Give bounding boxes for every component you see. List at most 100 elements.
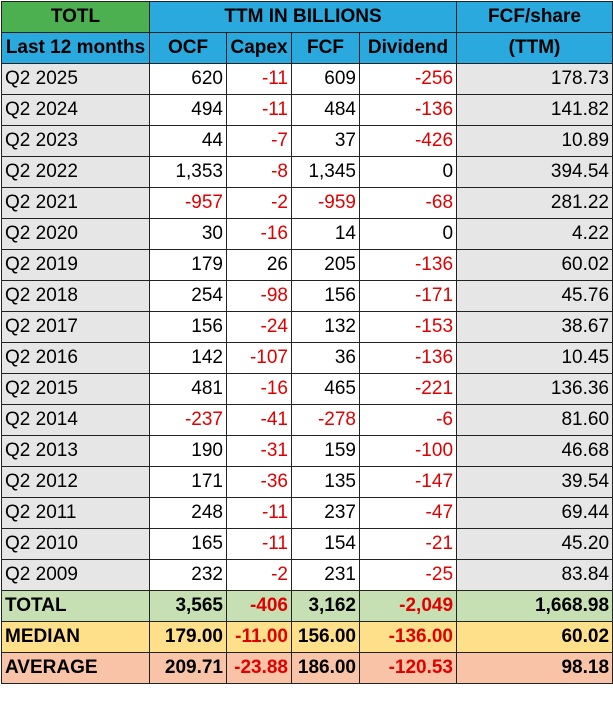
col-header-capex[interactable]: Capex bbox=[226, 32, 292, 64]
ocf-cell[interactable]: 165 bbox=[149, 528, 227, 560]
ocf-cell[interactable]: 156 bbox=[149, 311, 227, 343]
ocf-cell[interactable]: 481 bbox=[149, 373, 227, 405]
capex-cell[interactable]: -2 bbox=[226, 187, 292, 219]
capex-cell[interactable]: -11 bbox=[226, 528, 292, 560]
fcf-share-cell[interactable]: 46.68 bbox=[456, 435, 613, 467]
average-label-cell[interactable]: AVERAGE bbox=[1, 652, 150, 684]
col-header-fcf[interactable]: FCF bbox=[291, 32, 360, 64]
ocf-cell[interactable]: 179 bbox=[149, 249, 227, 281]
total-fcf-share-cell[interactable]: 1,668.98 bbox=[456, 590, 613, 622]
dividend-cell[interactable]: -256 bbox=[358, 63, 458, 95]
fcf-cell[interactable]: 156 bbox=[291, 280, 360, 312]
fcf-share-cell[interactable]: 178.73 bbox=[456, 63, 613, 95]
total-fcf-cell[interactable]: 3,162 bbox=[291, 590, 360, 622]
average-ocf-cell[interactable]: 209.71 bbox=[149, 652, 227, 684]
ocf-cell[interactable]: -237 bbox=[149, 404, 227, 436]
ocf-cell[interactable]: 44 bbox=[149, 125, 227, 157]
ocf-cell[interactable]: 190 bbox=[149, 435, 227, 467]
ocf-cell[interactable]: 171 bbox=[149, 466, 227, 498]
group-title-cell[interactable]: TTM IN BILLIONS bbox=[148, 1, 458, 33]
period-cell[interactable]: Q2 2023 bbox=[1, 125, 150, 157]
period-cell[interactable]: Q2 2015 bbox=[1, 373, 150, 405]
fcf-cell[interactable]: 484 bbox=[291, 94, 360, 126]
period-cell[interactable]: Q2 2019 bbox=[1, 249, 150, 281]
fcf-cell[interactable]: 237 bbox=[291, 497, 360, 529]
fcf-cell[interactable]: 154 bbox=[291, 528, 360, 560]
fcf-share-cell[interactable]: 83.84 bbox=[456, 559, 613, 591]
ocf-cell[interactable]: 620 bbox=[149, 63, 227, 95]
fcf-share-cell[interactable]: 394.54 bbox=[456, 156, 613, 188]
ocf-cell[interactable]: 254 bbox=[149, 280, 227, 312]
dividend-cell[interactable]: -171 bbox=[358, 280, 458, 312]
period-cell[interactable]: Q2 2025 bbox=[1, 63, 150, 95]
fcf-cell[interactable]: 231 bbox=[291, 559, 360, 591]
fcf-cell[interactable]: 159 bbox=[291, 435, 360, 467]
period-cell[interactable]: Q2 2009 bbox=[1, 559, 150, 591]
dividend-cell[interactable]: -25 bbox=[358, 559, 458, 591]
fcf-share-cell[interactable]: 45.20 bbox=[456, 528, 613, 560]
ocf-cell[interactable]: 248 bbox=[149, 497, 227, 529]
fcf-share-cell[interactable]: 4.22 bbox=[456, 218, 613, 250]
fcf-cell[interactable]: 205 bbox=[291, 249, 360, 281]
fcf-cell[interactable]: 1,345 bbox=[291, 156, 360, 188]
dividend-cell[interactable]: -47 bbox=[358, 497, 458, 529]
dividend-cell[interactable]: -21 bbox=[358, 528, 458, 560]
period-cell[interactable]: Q2 2024 bbox=[1, 94, 150, 126]
average-capex-cell[interactable]: -23.88 bbox=[226, 652, 292, 684]
capex-cell[interactable]: -107 bbox=[226, 342, 292, 374]
col-header-dividend[interactable]: Dividend bbox=[358, 32, 458, 64]
ocf-cell[interactable]: 30 bbox=[149, 218, 227, 250]
period-cell[interactable]: Q2 2010 bbox=[1, 528, 150, 560]
fcf-share-cell[interactable]: 69.44 bbox=[456, 497, 613, 529]
period-cell[interactable]: Q2 2013 bbox=[1, 435, 150, 467]
dividend-cell[interactable]: -136 bbox=[358, 249, 458, 281]
period-cell[interactable]: Q2 2014 bbox=[1, 404, 150, 436]
ocf-cell[interactable]: 232 bbox=[149, 559, 227, 591]
total-ocf-cell[interactable]: 3,565 bbox=[149, 590, 227, 622]
period-cell[interactable]: Q2 2022 bbox=[1, 156, 150, 188]
capex-cell[interactable]: -8 bbox=[226, 156, 292, 188]
dividend-cell[interactable]: 0 bbox=[358, 156, 458, 188]
fcf-cell[interactable]: -278 bbox=[291, 404, 360, 436]
ocf-cell[interactable]: 142 bbox=[149, 342, 227, 374]
fcf-share-cell[interactable]: 136.36 bbox=[456, 373, 613, 405]
median-dividend-cell[interactable]: -136.00 bbox=[358, 621, 458, 653]
capex-cell[interactable]: 26 bbox=[226, 249, 292, 281]
period-cell[interactable]: Q2 2017 bbox=[1, 311, 150, 343]
dividend-cell[interactable]: -100 bbox=[358, 435, 458, 467]
dividend-cell[interactable]: -136 bbox=[358, 342, 458, 374]
fcf-cell[interactable]: 14 bbox=[291, 218, 360, 250]
fcf-share-cell[interactable]: 81.60 bbox=[456, 404, 613, 436]
median-capex-cell[interactable]: -11.00 bbox=[226, 621, 292, 653]
capex-cell[interactable]: -11 bbox=[226, 94, 292, 126]
dividend-cell[interactable]: -6 bbox=[358, 404, 458, 436]
average-fcf-share-cell[interactable]: 98.18 bbox=[456, 652, 613, 684]
ocf-cell[interactable]: 1,353 bbox=[149, 156, 227, 188]
fcf-cell[interactable]: 135 bbox=[291, 466, 360, 498]
median-fcf-share-cell[interactable]: 60.02 bbox=[456, 621, 613, 653]
fcf-cell[interactable]: -959 bbox=[291, 187, 360, 219]
ticker-cell[interactable]: TOTL bbox=[1, 1, 150, 33]
dividend-cell[interactable]: -426 bbox=[358, 125, 458, 157]
average-dividend-cell[interactable]: -120.53 bbox=[358, 652, 458, 684]
dividend-cell[interactable]: -147 bbox=[358, 466, 458, 498]
period-cell[interactable]: Q2 2011 bbox=[1, 497, 150, 529]
fcf-share-cell[interactable]: 45.76 bbox=[456, 280, 613, 312]
period-cell[interactable]: Q2 2012 bbox=[1, 466, 150, 498]
ocf-cell[interactable]: -957 bbox=[149, 187, 227, 219]
total-dividend-cell[interactable]: -2,049 bbox=[358, 590, 458, 622]
median-label-cell[interactable]: MEDIAN bbox=[1, 621, 150, 653]
capex-cell[interactable]: -24 bbox=[226, 311, 292, 343]
dividend-cell[interactable]: -68 bbox=[358, 187, 458, 219]
period-cell[interactable]: Q2 2016 bbox=[1, 342, 150, 374]
capex-cell[interactable]: -98 bbox=[226, 280, 292, 312]
capex-cell[interactable]: -36 bbox=[226, 466, 292, 498]
fcf-share-header-line1[interactable]: FCF/share bbox=[456, 1, 613, 33]
fcf-share-cell[interactable]: 38.67 bbox=[456, 311, 613, 343]
capex-cell[interactable]: -16 bbox=[226, 218, 292, 250]
period-label-cell[interactable]: Last 12 months bbox=[1, 32, 150, 64]
fcf-share-cell[interactable]: 10.89 bbox=[456, 125, 613, 157]
capex-cell[interactable]: -2 bbox=[226, 559, 292, 591]
capex-cell[interactable]: -41 bbox=[226, 404, 292, 436]
capex-cell[interactable]: -7 bbox=[226, 125, 292, 157]
